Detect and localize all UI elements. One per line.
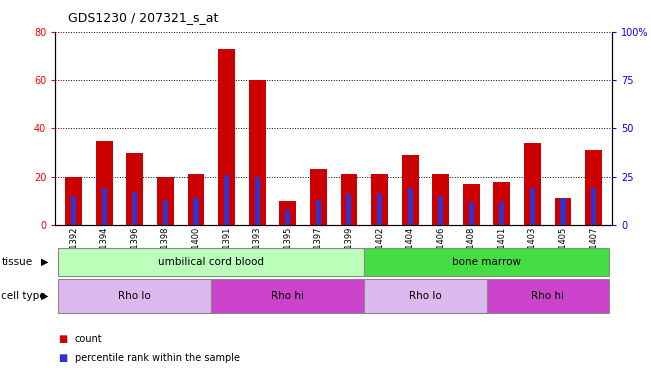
- Bar: [463, 184, 480, 225]
- Bar: [408, 188, 413, 225]
- Bar: [65, 177, 82, 225]
- Text: count: count: [75, 334, 102, 344]
- Bar: [493, 182, 510, 225]
- Bar: [438, 196, 443, 225]
- Bar: [310, 170, 327, 225]
- Bar: [524, 143, 541, 225]
- Text: ■: ■: [59, 353, 68, 363]
- Bar: [377, 194, 382, 225]
- Text: Rho hi: Rho hi: [271, 291, 304, 301]
- Text: ▶: ▶: [40, 257, 48, 267]
- Bar: [59, 279, 212, 313]
- Bar: [555, 198, 572, 225]
- Bar: [71, 196, 76, 225]
- Bar: [340, 174, 357, 225]
- Bar: [255, 177, 260, 225]
- Text: ■: ■: [59, 334, 68, 344]
- Bar: [102, 188, 107, 225]
- Bar: [285, 210, 290, 225]
- Bar: [432, 174, 449, 225]
- Text: cell type: cell type: [1, 291, 46, 301]
- Bar: [279, 201, 296, 225]
- Bar: [402, 155, 419, 225]
- Bar: [224, 175, 229, 225]
- Bar: [96, 141, 113, 225]
- Bar: [585, 150, 602, 225]
- Bar: [371, 174, 388, 225]
- Text: tissue: tissue: [1, 257, 33, 267]
- Bar: [212, 279, 364, 313]
- Text: GDS1230 / 207321_s_at: GDS1230 / 207321_s_at: [68, 11, 219, 24]
- Bar: [193, 198, 199, 225]
- Text: bone marrow: bone marrow: [452, 256, 521, 267]
- Bar: [591, 188, 596, 225]
- Bar: [499, 202, 505, 225]
- Text: umbilical cord blood: umbilical cord blood: [158, 256, 264, 267]
- Text: Rho hi: Rho hi: [531, 291, 564, 301]
- Bar: [364, 248, 609, 276]
- Bar: [486, 279, 609, 313]
- Bar: [561, 198, 566, 225]
- Text: percentile rank within the sample: percentile rank within the sample: [75, 353, 240, 363]
- Bar: [218, 49, 235, 225]
- Bar: [126, 153, 143, 225]
- Bar: [346, 194, 352, 225]
- Bar: [157, 177, 174, 225]
- Bar: [132, 192, 137, 225]
- Text: Rho lo: Rho lo: [118, 291, 151, 301]
- Text: ▶: ▶: [40, 291, 48, 301]
- Text: Rho lo: Rho lo: [409, 291, 442, 301]
- Bar: [364, 279, 486, 313]
- Bar: [187, 174, 204, 225]
- Bar: [163, 200, 168, 225]
- Bar: [316, 200, 321, 225]
- Bar: [59, 248, 364, 276]
- Bar: [249, 80, 266, 225]
- Bar: [530, 188, 535, 225]
- Bar: [469, 202, 474, 225]
